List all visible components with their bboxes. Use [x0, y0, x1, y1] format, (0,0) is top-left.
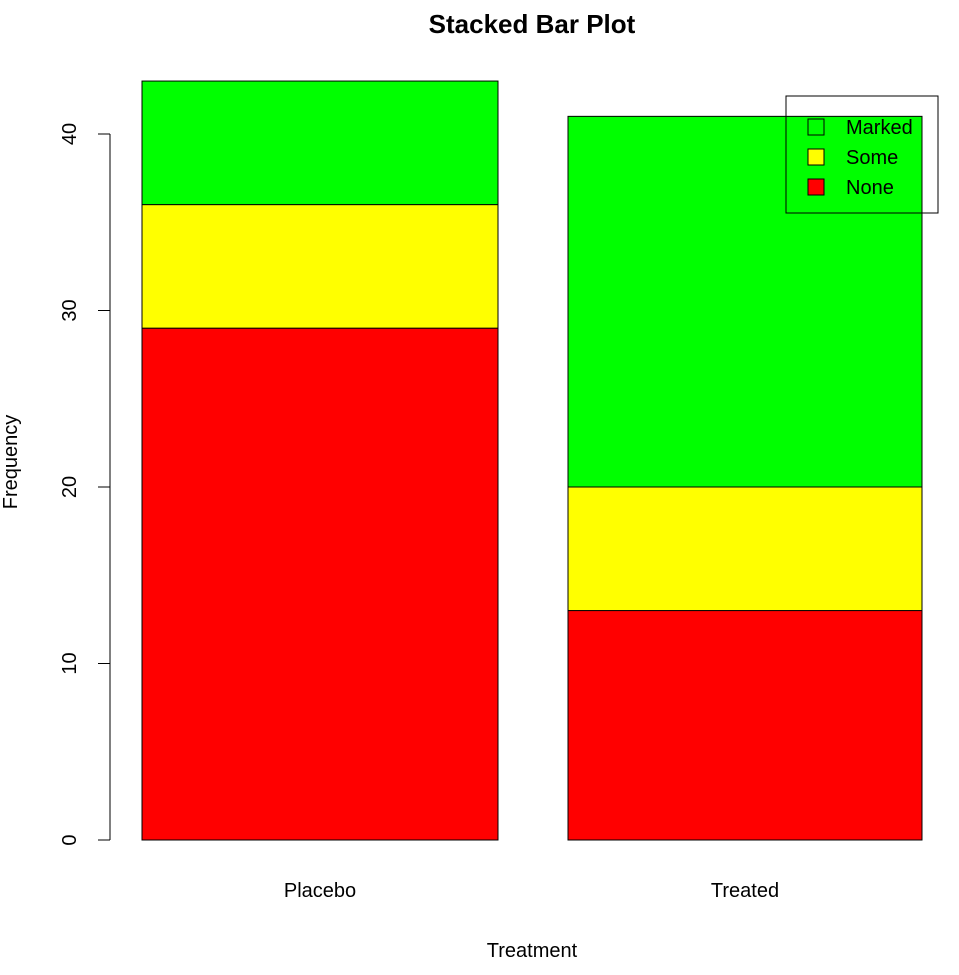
- legend: Marked Some None: [785, 95, 939, 214]
- legend-swatch-some: [807, 148, 825, 166]
- legend-label-none: None: [846, 177, 894, 199]
- legend-box: [785, 95, 939, 214]
- x-tick-labels: Placebo Treated: [284, 880, 779, 902]
- bar-placebo-none: [141, 327, 499, 841]
- y-axis: 0 10 20 30 40: [59, 123, 111, 846]
- y-tick-label: 10: [59, 652, 81, 674]
- x-tick-label-placebo: Placebo: [284, 880, 356, 902]
- bars-group: [141, 80, 923, 841]
- bar-treated-none: [567, 610, 923, 841]
- y-axis-label: Frequency: [0, 415, 22, 510]
- bar-treated-some: [567, 486, 923, 612]
- bar-treated-marked: [567, 115, 923, 488]
- legend-swatch-none: [807, 178, 825, 196]
- legend-label-marked: Marked: [846, 117, 913, 139]
- legend-swatch-marked: [807, 118, 825, 136]
- legend-label-some: Some: [846, 147, 898, 169]
- bar-placebo-marked: [141, 80, 499, 206]
- y-tick-label: 30: [59, 299, 81, 321]
- y-tick-label: 40: [59, 123, 81, 145]
- y-tick-label: 20: [59, 476, 81, 498]
- x-tick-label-treated: Treated: [711, 880, 779, 902]
- chart-title: Stacked Bar Plot: [429, 9, 636, 39]
- x-axis-label: Treatment: [487, 940, 578, 962]
- y-tick-label: 0: [59, 834, 81, 845]
- bar-placebo-some: [141, 204, 499, 329]
